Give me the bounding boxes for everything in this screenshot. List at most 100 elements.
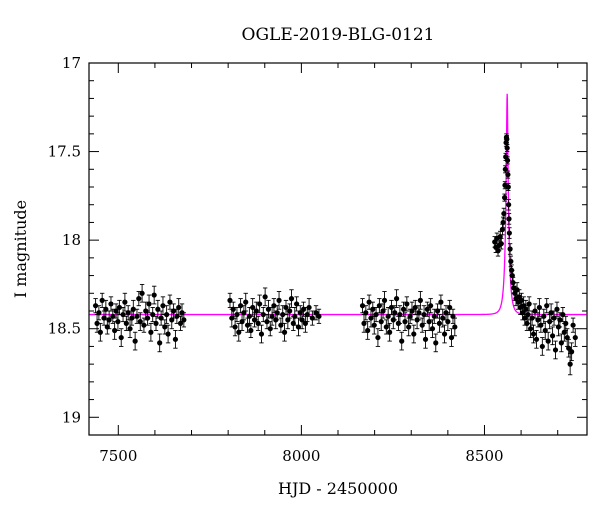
data-point — [248, 322, 254, 339]
data-point — [549, 326, 556, 346]
data-point — [170, 303, 177, 319]
data-marker — [504, 157, 511, 164]
data-marker — [548, 310, 554, 316]
data-point — [306, 298, 312, 317]
data-marker — [409, 308, 415, 314]
data-marker — [373, 311, 379, 318]
data-point — [502, 165, 508, 174]
data-marker — [288, 296, 295, 302]
data-marker — [234, 311, 240, 318]
data-marker — [150, 311, 156, 318]
data-point — [504, 144, 510, 153]
data-marker — [274, 310, 280, 316]
data-marker — [528, 326, 534, 332]
data-point — [150, 307, 156, 323]
data-marker — [108, 301, 114, 307]
data-point — [505, 170, 511, 179]
data-marker — [132, 338, 138, 344]
data-point — [368, 308, 374, 328]
data-point — [144, 310, 151, 326]
data-point — [295, 317, 302, 337]
data-marker — [508, 258, 514, 264]
data-marker — [236, 329, 242, 335]
data-marker — [306, 304, 312, 311]
data-marker — [112, 327, 118, 334]
data-point — [497, 230, 503, 243]
data-point — [375, 328, 381, 347]
data-marker — [426, 319, 432, 325]
data-marker — [538, 322, 544, 328]
data-marker — [294, 301, 300, 307]
data-marker — [267, 326, 273, 332]
data-marker — [557, 317, 563, 323]
data-point — [419, 317, 425, 333]
data-marker — [281, 329, 288, 335]
data-marker — [92, 303, 99, 309]
data-point — [165, 324, 171, 344]
data-marker — [412, 304, 418, 311]
data-marker — [572, 334, 578, 341]
data-marker — [170, 308, 177, 314]
data-point — [554, 301, 560, 317]
data-marker — [378, 319, 384, 325]
data-marker — [570, 322, 576, 328]
data-point — [365, 321, 371, 340]
data-point — [433, 333, 439, 353]
data-marker — [127, 326, 133, 332]
data-marker — [365, 327, 371, 334]
data-point — [363, 305, 369, 321]
data-marker — [370, 306, 376, 312]
data-marker — [363, 310, 369, 316]
data-point — [533, 330, 540, 349]
data-point — [118, 328, 124, 347]
data-marker — [561, 329, 567, 335]
data-marker — [564, 334, 570, 341]
y-tick-label: 19 — [62, 408, 81, 426]
data-marker — [110, 313, 116, 319]
data-marker — [421, 311, 427, 318]
data-marker — [400, 306, 407, 312]
data-marker — [115, 319, 121, 325]
data-point — [130, 299, 136, 319]
data-marker — [431, 313, 437, 319]
data-marker — [264, 319, 270, 325]
data-marker — [549, 333, 556, 339]
data-point — [447, 299, 453, 315]
data-point — [402, 312, 408, 331]
data-marker — [387, 329, 393, 335]
data-points-layer — [92, 133, 578, 376]
data-point — [416, 305, 422, 321]
data-point — [506, 227, 512, 239]
data-marker — [287, 308, 293, 314]
data-marker — [229, 315, 235, 321]
data-marker — [505, 184, 511, 190]
data-point — [232, 317, 238, 337]
data-marker — [376, 303, 382, 309]
data-point — [373, 307, 379, 323]
data-marker — [452, 324, 458, 330]
data-point — [505, 183, 511, 191]
data-point — [97, 322, 103, 342]
data-point — [99, 292, 105, 308]
data-marker — [526, 301, 532, 307]
data-point — [504, 156, 511, 165]
x-axis-label: HJD - 2450000 — [278, 479, 398, 498]
data-marker — [176, 304, 182, 311]
data-marker — [96, 310, 102, 316]
data-marker — [558, 340, 564, 346]
data-point — [404, 296, 410, 312]
data-marker — [518, 297, 525, 303]
data-point — [276, 291, 282, 310]
data-marker — [402, 319, 408, 325]
data-marker — [144, 315, 151, 321]
data-marker — [544, 303, 550, 309]
data-marker — [500, 219, 506, 226]
data-point — [234, 307, 240, 323]
data-marker — [292, 313, 298, 319]
data-marker — [506, 216, 512, 222]
data-point — [450, 308, 456, 324]
data-marker — [385, 313, 391, 319]
data-point — [257, 294, 263, 314]
data-point — [506, 213, 512, 225]
data-marker — [258, 331, 265, 337]
